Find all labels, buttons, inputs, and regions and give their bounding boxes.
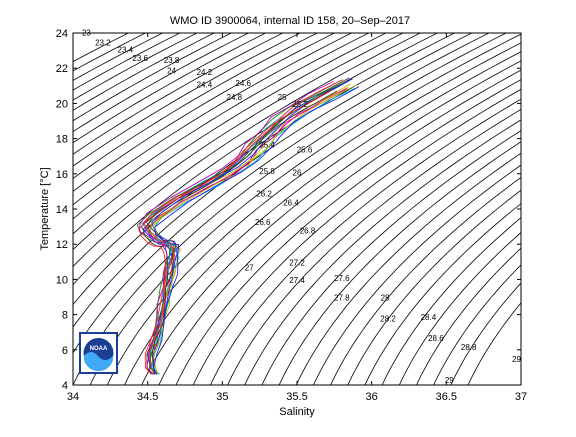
contour-label: 28.2 [380, 315, 396, 324]
contour-label: 23.4 [118, 45, 134, 54]
y-tick-label: 18 [56, 134, 68, 146]
contour-label: 28.6 [428, 334, 444, 343]
contour-label: 27.4 [289, 276, 305, 285]
noaa-logo-text: NOAA [90, 346, 108, 352]
x-tick-label: 35 [216, 391, 228, 403]
x-tick-label: 37 [515, 391, 527, 403]
contour-label: 23.8 [164, 56, 180, 65]
contour-label: 28.8 [461, 343, 477, 352]
contour-label: 26.2 [256, 190, 272, 199]
x-tick-label: 36.5 [436, 391, 457, 403]
contour-label: 25.8 [259, 167, 275, 176]
contour-label: 27 [245, 264, 254, 273]
noaa-logo: NOAA [80, 333, 117, 373]
contour-label: 27.8 [334, 294, 350, 303]
contour-label: 28.4 [421, 313, 437, 322]
contour-label: 25.6 [297, 146, 313, 155]
y-tick-label: 20 [56, 98, 68, 110]
contour-label: 29 [512, 355, 521, 364]
y-tick-label: 6 [62, 345, 68, 357]
y-tick-label: 16 [56, 169, 68, 181]
contour-label: 25.4 [259, 140, 275, 149]
x-tick-label: 36 [366, 391, 378, 403]
y-axis-label: Temperature [°C] [39, 167, 51, 250]
y-tick-label: 14 [56, 204, 68, 216]
contour-label: 25.2 [292, 100, 308, 109]
contour-label: 24.6 [235, 79, 251, 88]
contour-label: 26.6 [255, 218, 271, 227]
contour-label: 24.4 [197, 81, 213, 90]
y-tick-label: 4 [62, 380, 68, 392]
y-tick-label: 22 [56, 63, 68, 75]
contour-label: 27.2 [289, 258, 305, 267]
x-tick-label: 34.5 [137, 391, 158, 403]
y-tick-label: 8 [62, 310, 68, 322]
contour-label: 26.4 [283, 199, 299, 208]
contour-label: 24.2 [197, 68, 213, 77]
x-tick-label: 35.5 [286, 391, 307, 403]
chart-title: WMO ID 3900064, internal ID 158, 20–Sep–… [170, 15, 410, 27]
y-tick-label: 10 [56, 274, 68, 286]
contour-label: 23.6 [132, 54, 148, 63]
contour-label: 25 [278, 93, 287, 102]
contour-label: 24 [167, 67, 176, 76]
x-axis-label: Salinity [279, 406, 315, 418]
x-tick-label: 34 [67, 391, 79, 403]
y-tick-label: 12 [56, 239, 68, 251]
contour-label: 26.8 [300, 227, 316, 236]
contour-label: 27.6 [334, 274, 350, 283]
contour-label: 24.8 [227, 93, 243, 102]
contour-label: 28 [381, 294, 390, 303]
y-tick-label: 24 [56, 28, 68, 40]
contour-label: 23.2 [95, 38, 111, 47]
contour-label: 26 [293, 169, 302, 178]
